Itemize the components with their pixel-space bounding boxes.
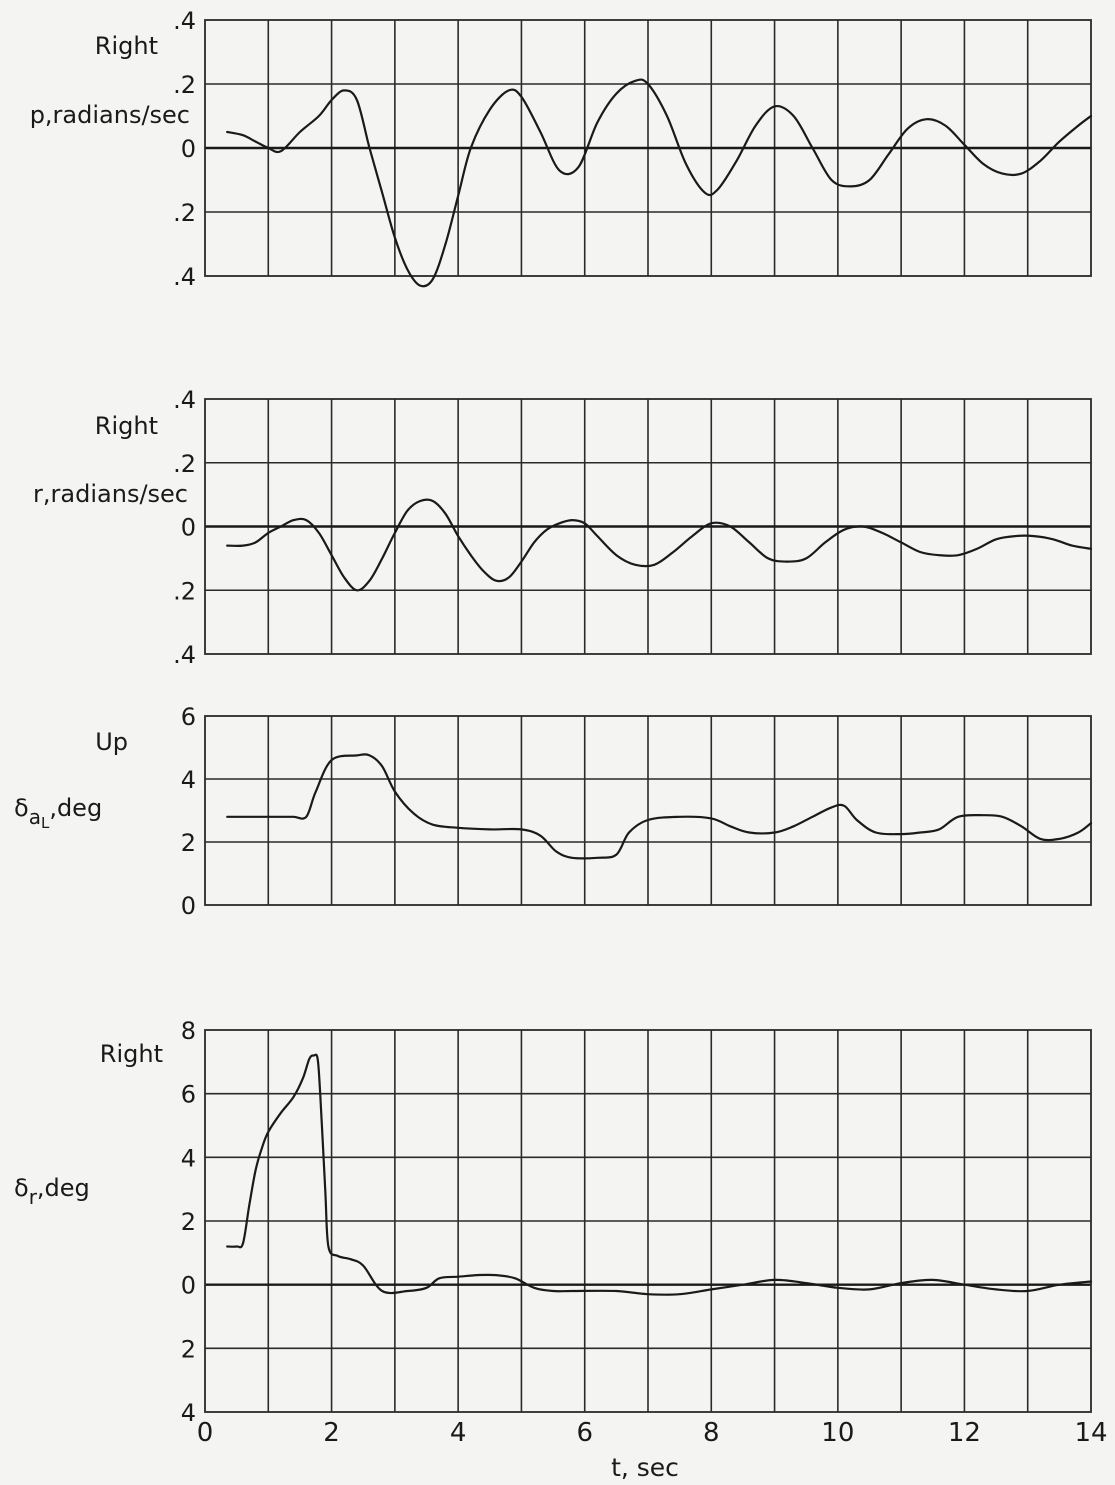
x-tick-label: 8 (703, 1418, 720, 1448)
y-tick-label: .2 (173, 199, 196, 227)
y-ticks: 6 4 2 0 (181, 703, 196, 920)
y-tick-label: .4 (173, 641, 196, 669)
y-axis-label: p,radians/sec (30, 101, 190, 129)
x-ticks: 0 2 4 6 8 10 12 14 (197, 1418, 1108, 1448)
direction-label: Right (100, 1040, 163, 1068)
panel-yaw-rate: Right r,radians/sec .4 .2 0 .2 .4 (33, 386, 1093, 669)
y-tick-label: 0 (181, 1272, 196, 1300)
y-tick-label: .2 (173, 450, 196, 478)
x-tick-label: 14 (1074, 1418, 1107, 1448)
x-tick-label: 0 (197, 1418, 214, 1448)
y-axis-label-subscript: a (29, 805, 41, 829)
y-tick-label: .2 (173, 577, 196, 605)
y-axis-label: δr,deg (14, 1174, 90, 1209)
y-tick-label: .4 (173, 263, 196, 291)
plot-frame (204, 398, 1092, 655)
y-tick-label: 2 (181, 1335, 196, 1363)
y-axis-label-unit: ,deg (37, 1174, 90, 1202)
y-ticks: .4 .2 0 .2 .4 (173, 7, 196, 291)
plot-frame (204, 715, 1092, 906)
y-tick-label: 8 (181, 1017, 196, 1045)
y-tick-label: 2 (181, 1208, 196, 1236)
series-line (226, 78, 1093, 288)
panel-rudder-deflection: Right δr,deg 8 6 4 2 0 2 4 (14, 1017, 1093, 1427)
grid (204, 398, 1092, 655)
y-ticks: .4 .2 0 .2 .4 (173, 386, 196, 669)
y-axis-label-unit: ,deg (49, 794, 102, 822)
y-ticks: 8 6 4 2 0 2 4 (181, 1017, 196, 1427)
y-tick-label: 0 (181, 135, 196, 163)
plot-frame (204, 1029, 1092, 1413)
y-tick-label: 4 (181, 1144, 196, 1172)
y-tick-label: .4 (173, 386, 196, 414)
grid (204, 19, 1092, 277)
y-tick-label: 0 (181, 514, 196, 542)
panel-aileron-deflection: Up δaL,deg 6 4 2 0 (14, 703, 1093, 920)
direction-label: Right (95, 412, 158, 440)
y-tick-label: 6 (181, 1081, 196, 1109)
y-axis-label-symbol: δ (14, 1174, 29, 1202)
series-line (226, 498, 1093, 592)
y-axis-label: r,radians/sec (33, 480, 188, 508)
x-tick-label: 6 (576, 1418, 593, 1448)
y-tick-label: 4 (181, 1399, 196, 1427)
y-tick-label: 2 (181, 829, 196, 857)
x-tick-label: 10 (821, 1418, 854, 1448)
y-axis-label-subsubscript: L (41, 814, 50, 832)
y-axis-label: δaL,deg (14, 794, 102, 832)
y-tick-label: .4 (173, 7, 196, 35)
x-tick-label: 2 (323, 1418, 340, 1448)
plot-frame (204, 19, 1092, 277)
direction-label: Up (95, 728, 128, 756)
y-tick-label: 6 (181, 703, 196, 731)
panel-roll-rate: Right p,radians/sec .4 .2 0 .2 .4 (30, 7, 1093, 291)
y-tick-label: 4 (181, 766, 196, 794)
direction-label: Right (95, 32, 158, 60)
series-line (226, 1053, 1093, 1296)
y-tick-label: 0 (181, 892, 196, 920)
x-axis-label: t, sec (611, 1453, 679, 1482)
x-tick-label: 12 (948, 1418, 981, 1448)
y-axis-label-subscript: r (29, 1185, 38, 1209)
grid (204, 1029, 1092, 1413)
grid (204, 715, 1092, 906)
x-tick-label: 4 (450, 1418, 467, 1448)
series-line (226, 753, 1093, 860)
y-axis-label-symbol: δ (14, 794, 29, 822)
y-tick-label: .2 (173, 71, 196, 99)
